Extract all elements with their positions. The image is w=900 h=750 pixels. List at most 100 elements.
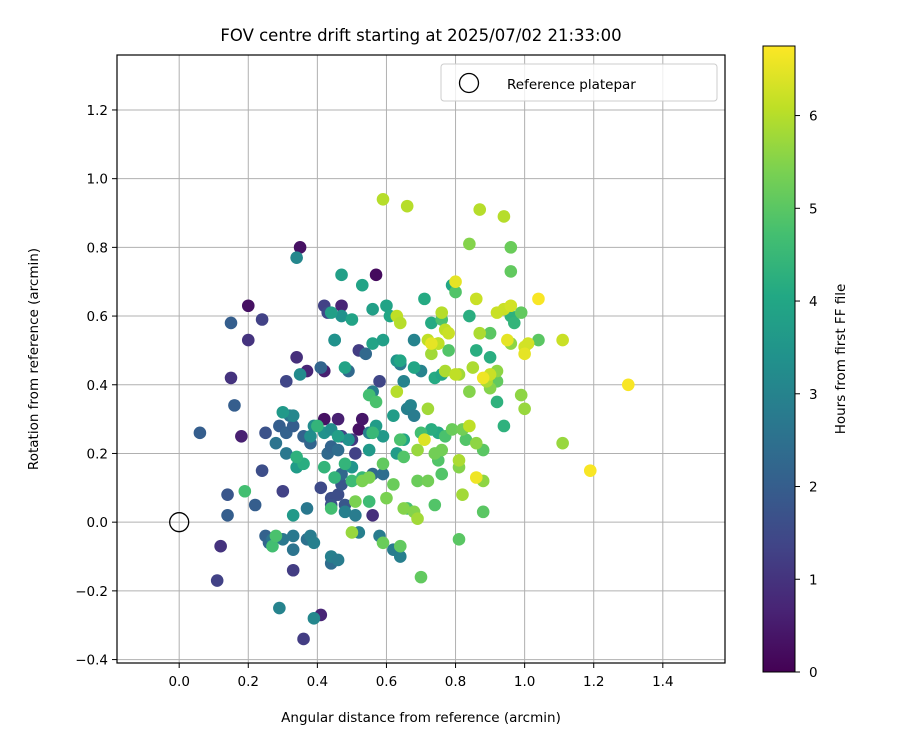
data-point [290,350,303,364]
y-tick-label: 0.2 [87,446,108,462]
data-point [331,429,345,443]
data-point [311,419,324,433]
data-point [269,436,283,450]
data-point [342,433,355,447]
data-point [476,371,490,385]
data-point [349,508,362,522]
data-point [435,443,449,457]
data-point [521,337,535,350]
data-point [463,385,476,398]
legend-box [440,63,718,102]
reference-platepar-marker [169,512,190,533]
data-point [276,484,290,498]
data-point [335,309,348,323]
data-points [193,192,635,646]
legend-reference-marker [458,72,480,94]
x-tick-label: 1.0 [514,674,535,690]
data-point [411,474,424,488]
legend: Reference platepar [440,63,718,102]
data-point [583,464,597,477]
data-point [366,302,379,316]
data-point [425,423,438,436]
data-point [362,443,376,457]
data-point [193,426,207,440]
y-tick-label: 0.0 [87,515,108,531]
x-tick-label: 0.0 [168,674,189,690]
data-point [456,488,469,501]
data-point [397,502,411,515]
data-point [414,570,428,584]
data-point [445,423,459,436]
data-point [497,419,511,433]
data-point [349,495,362,508]
data-point [418,292,431,306]
data-point [235,429,248,443]
data-point [349,447,362,460]
data-point [366,508,379,522]
data-point [393,433,407,447]
x-tick-label: 0.2 [238,674,259,690]
data-point [449,368,462,381]
data-point [293,241,307,254]
data-point [421,474,435,488]
data-point [279,375,293,388]
data-point [504,241,518,254]
data-point [359,347,373,361]
data-point [438,364,452,378]
data-point [304,429,317,443]
data-point [376,457,390,471]
data-point [476,505,490,519]
data-point [469,292,483,306]
data-point [407,361,421,374]
data-point [238,484,252,498]
data-point [338,361,352,374]
y-tick-label: 0.6 [87,309,108,325]
data-point [621,378,635,392]
data-point [466,361,480,374]
data-point [407,333,421,347]
data-point [376,333,390,347]
y-tick-label: −0.4 [75,653,108,669]
y-tick-label: −0.2 [75,584,108,600]
data-point [248,498,262,512]
data-point [286,543,300,556]
data-point [463,419,476,433]
data-point [393,539,407,553]
data-point [518,347,531,361]
data-point [259,426,272,440]
plot-frame [116,54,726,664]
data-point [473,203,487,216]
data-point [504,265,518,278]
colorbar [762,45,796,673]
data-point [366,426,379,440]
data-point [255,313,269,326]
x-tick-label: 0.4 [307,674,328,690]
data-point [345,474,359,488]
data-point [404,399,417,412]
data-point [241,299,255,313]
data-point [228,399,241,412]
data-point [355,412,369,426]
y-tick-label: 0.4 [87,378,108,394]
colorbar-ticks: 0 1 2 3 4 5 6 [795,109,818,681]
data-point [507,316,521,330]
data-point [400,199,414,213]
y-axis-label: Rotation from reference (arcmin) [26,248,42,470]
data-point [393,550,407,563]
data-point [297,632,310,646]
data-point [307,536,321,550]
data-point [425,337,438,350]
x-axis-ticks: 0.0 0.2 0.4 0.6 0.8 1.0 1.2 1.4 [168,663,674,690]
data-point [473,326,487,340]
data-point [425,316,438,330]
x-tick-label: 0.8 [445,674,466,690]
data-point [224,316,238,330]
data-point [463,237,476,251]
data-point [463,309,476,323]
data-point [286,409,300,422]
data-point [393,354,407,368]
data-point [255,464,269,477]
data-point [366,337,379,350]
data-point [376,429,390,443]
x-tick-label: 0.6 [376,674,397,690]
